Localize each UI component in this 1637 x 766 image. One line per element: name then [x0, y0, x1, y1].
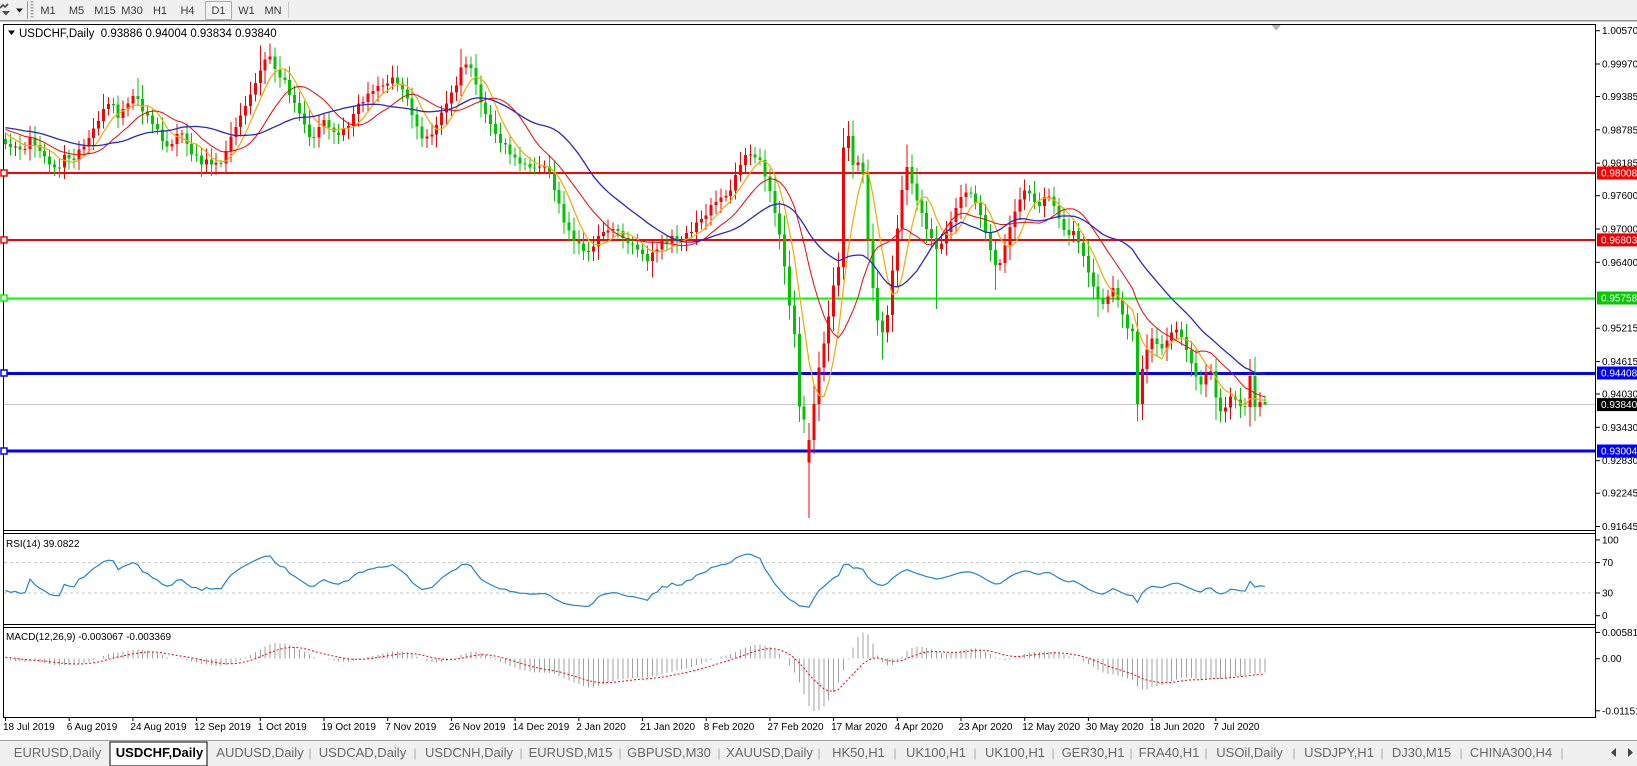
- svg-text:XAUUSD,Daily: XAUUSD,Daily: [726, 745, 813, 760]
- svg-text:7 Jul 2020: 7 Jul 2020: [1213, 722, 1260, 733]
- svg-text:27 Feb 2020: 27 Feb 2020: [767, 722, 824, 733]
- svg-text:0.005818: 0.005818: [1602, 628, 1637, 639]
- svg-text:|: |: [618, 746, 621, 760]
- svg-text:M30: M30: [121, 5, 142, 17]
- svg-text:24 Aug 2019: 24 Aug 2019: [130, 722, 187, 733]
- svg-text:30 May 2020: 30 May 2020: [1086, 722, 1144, 733]
- svg-text:0.96803: 0.96803: [1601, 235, 1637, 246]
- svg-text:CHINA300,H4: CHINA300,H4: [1470, 745, 1552, 760]
- svg-text:1.00570: 1.00570: [1602, 26, 1637, 37]
- svg-text:H1: H1: [153, 5, 167, 17]
- svg-text:MN: MN: [264, 5, 281, 17]
- svg-text:26 Nov 2019: 26 Nov 2019: [449, 722, 506, 733]
- svg-text:RSI(14) 39.0822: RSI(14) 39.0822: [6, 539, 80, 550]
- svg-text:|: |: [519, 746, 522, 760]
- svg-text:12 May 2020: 12 May 2020: [1022, 722, 1080, 733]
- svg-text:0.95215: 0.95215: [1602, 324, 1637, 335]
- svg-text:0.94030: 0.94030: [1602, 390, 1637, 401]
- svg-text:0.93430: 0.93430: [1602, 423, 1637, 434]
- svg-text:18 Jun 2020: 18 Jun 2020: [1150, 722, 1205, 733]
- svg-text:12 Sep 2019: 12 Sep 2019: [194, 722, 251, 733]
- svg-text:USDCNH,Daily: USDCNH,Daily: [425, 745, 514, 760]
- svg-text:GBPUSD,M30: GBPUSD,M30: [627, 745, 711, 760]
- svg-text:|: |: [1292, 746, 1295, 760]
- svg-text:0.00: 0.00: [1602, 654, 1622, 665]
- svg-text:W1: W1: [238, 5, 255, 17]
- svg-text:21 Jan 2020: 21 Jan 2020: [640, 722, 695, 733]
- svg-text:19 Oct 2019: 19 Oct 2019: [322, 722, 377, 733]
- svg-text:|: |: [717, 746, 720, 760]
- svg-text:UK100,H1: UK100,H1: [985, 745, 1045, 760]
- svg-text:100: 100: [1602, 535, 1619, 546]
- svg-text:|: |: [817, 746, 820, 760]
- svg-text:14 Dec 2019: 14 Dec 2019: [513, 722, 570, 733]
- svg-text:17 Mar 2020: 17 Mar 2020: [831, 722, 888, 733]
- svg-text:0.98785: 0.98785: [1602, 125, 1637, 136]
- svg-text:EURUSD,Daily: EURUSD,Daily: [14, 745, 102, 760]
- svg-text:70: 70: [1602, 558, 1614, 569]
- svg-text:23 Apr 2020: 23 Apr 2020: [959, 722, 1013, 733]
- svg-text:0.93840: 0.93840: [1601, 400, 1637, 411]
- svg-text:|: |: [1051, 746, 1054, 760]
- svg-text:1 Oct 2019: 1 Oct 2019: [258, 722, 307, 733]
- svg-text:USDCHF,Daily 0.93886 0.94004: USDCHF,Daily 0.93886 0.94004 0.93834 0.9…: [19, 28, 277, 40]
- svg-text:|: |: [308, 746, 311, 760]
- svg-text:AUDUSD,Daily: AUDUSD,Daily: [216, 745, 304, 760]
- svg-text:|: |: [1560, 746, 1563, 760]
- svg-text:0.98185: 0.98185: [1602, 159, 1637, 170]
- svg-text:0: 0: [1602, 611, 1608, 622]
- svg-text:|: |: [1459, 746, 1462, 760]
- svg-text:7 Nov 2019: 7 Nov 2019: [385, 722, 437, 733]
- svg-text:0.95758: 0.95758: [1601, 294, 1637, 305]
- svg-text:|: |: [413, 746, 416, 760]
- svg-text:8 Feb 2020: 8 Feb 2020: [704, 722, 755, 733]
- svg-text:USOil,Daily: USOil,Daily: [1216, 745, 1283, 760]
- svg-text:0.94408: 0.94408: [1601, 369, 1637, 380]
- svg-text:4 Apr 2020: 4 Apr 2020: [895, 722, 944, 733]
- svg-text:|: |: [1204, 746, 1207, 760]
- svg-text:USDCAD,Daily: USDCAD,Daily: [319, 745, 407, 760]
- svg-text:M15: M15: [94, 5, 115, 17]
- svg-text:0.94615: 0.94615: [1602, 357, 1637, 368]
- svg-text:30: 30: [1602, 589, 1614, 600]
- svg-text:0.98008: 0.98008: [1601, 169, 1637, 180]
- svg-text:D1: D1: [211, 5, 225, 17]
- svg-text:GER30,H1: GER30,H1: [1062, 745, 1125, 760]
- svg-text:0.97000: 0.97000: [1602, 225, 1637, 236]
- svg-text:|: |: [1380, 746, 1383, 760]
- svg-text:EURUSD,M15: EURUSD,M15: [529, 745, 613, 760]
- svg-text:0.92830: 0.92830: [1602, 456, 1637, 467]
- svg-text:2 Jan 2020: 2 Jan 2020: [576, 722, 626, 733]
- svg-text:MACD(12,26,9) -0.003067 -0.003: MACD(12,26,9) -0.003067 -0.003369: [6, 632, 172, 643]
- svg-text:6 Aug 2019: 6 Aug 2019: [67, 722, 118, 733]
- svg-text:USDJPY,H1: USDJPY,H1: [1304, 745, 1374, 760]
- svg-text:-0.011514: -0.011514: [1602, 706, 1637, 717]
- svg-text:0.93004: 0.93004: [1601, 447, 1637, 458]
- svg-text:M5: M5: [69, 5, 84, 17]
- svg-text:DJ30,M15: DJ30,M15: [1392, 745, 1451, 760]
- svg-text:0.91645: 0.91645: [1602, 522, 1637, 533]
- svg-text:0.99970: 0.99970: [1602, 60, 1637, 71]
- svg-text:|: |: [973, 746, 976, 760]
- svg-text:18 Jul 2019: 18 Jul 2019: [3, 722, 55, 733]
- svg-text:0.97600: 0.97600: [1602, 191, 1637, 202]
- svg-text:HK50,H1: HK50,H1: [832, 745, 885, 760]
- svg-text:0.92245: 0.92245: [1602, 489, 1637, 500]
- svg-text:FRA40,H1: FRA40,H1: [1139, 745, 1200, 760]
- svg-text:0.99385: 0.99385: [1602, 92, 1637, 103]
- svg-text:UK100,H1: UK100,H1: [906, 745, 966, 760]
- svg-text:|: |: [1129, 746, 1132, 760]
- svg-text:M1: M1: [40, 5, 55, 17]
- svg-text:USDCHF,Daily: USDCHF,Daily: [116, 745, 204, 760]
- svg-text:0.96400: 0.96400: [1602, 258, 1637, 269]
- svg-text:H4: H4: [180, 5, 194, 17]
- svg-text:|: |: [893, 746, 896, 760]
